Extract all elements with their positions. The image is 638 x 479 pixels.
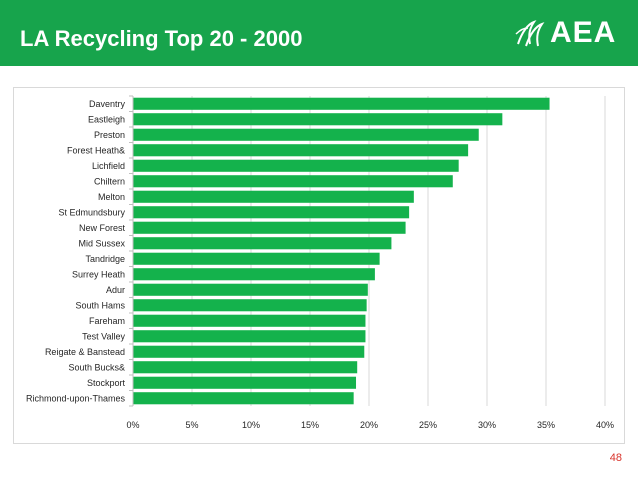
category-label: Mid Sussex bbox=[78, 238, 125, 248]
page-title: LA Recycling Top 20 - 2000 bbox=[20, 26, 303, 51]
bar bbox=[133, 175, 453, 188]
bar bbox=[133, 128, 479, 141]
category-label: Preston bbox=[94, 130, 125, 140]
category-label: Forest Heath& bbox=[67, 145, 125, 155]
bar bbox=[133, 206, 410, 219]
bar bbox=[133, 376, 357, 389]
x-tick-label: 30% bbox=[478, 420, 496, 430]
bar bbox=[133, 392, 354, 405]
x-tick-label: 20% bbox=[360, 420, 378, 430]
bar bbox=[133, 97, 550, 110]
category-label: Lichfield bbox=[92, 161, 125, 171]
category-label: Reigate & Banstead bbox=[45, 347, 125, 357]
bar bbox=[133, 283, 368, 296]
aea-logo: AEA bbox=[512, 12, 628, 56]
bar bbox=[133, 361, 358, 374]
category-label: Test Valley bbox=[82, 331, 125, 341]
category-label: Adur bbox=[106, 285, 125, 295]
bar bbox=[133, 159, 459, 172]
x-tick-label: 15% bbox=[301, 420, 319, 430]
x-tick-label: 0% bbox=[126, 420, 139, 430]
category-label: Melton bbox=[98, 192, 125, 202]
recycling-bar-chart: Daventry Eastleigh Preston Forest Heath&Lic… bbox=[26, 95, 614, 430]
bar bbox=[133, 268, 375, 281]
bar bbox=[133, 113, 503, 126]
category-label: Richmond-upon-Thames bbox=[26, 393, 126, 403]
category-label: Fareham bbox=[89, 316, 125, 326]
x-tick-label: 35% bbox=[537, 420, 555, 430]
logo-text: AEA bbox=[550, 16, 617, 49]
title-banner: LA Recycling Top 20 - 2000 AEA bbox=[0, 0, 638, 66]
category-label: New Forest bbox=[79, 223, 126, 233]
category-label: Eastleigh bbox=[88, 114, 125, 124]
category-label: Daventry bbox=[89, 99, 126, 109]
chart-area: Daventry Eastleigh Preston Forest Heath& Lic… bbox=[13, 87, 625, 444]
category-label: Stockport bbox=[87, 378, 126, 388]
category-label: Tandridge bbox=[85, 254, 125, 264]
aea-swirl-logo-icon bbox=[515, 20, 545, 47]
bar bbox=[133, 252, 380, 265]
page-number: 48 bbox=[609, 452, 622, 464]
bar bbox=[133, 221, 406, 234]
x-tick-label: 5% bbox=[185, 420, 198, 430]
x-tick-label: 40% bbox=[596, 420, 614, 430]
x-tick-label: 25% bbox=[419, 420, 437, 430]
bar bbox=[133, 144, 469, 157]
bar bbox=[133, 190, 414, 203]
category-label: Chiltern bbox=[94, 176, 125, 186]
category-label: South Bucks& bbox=[68, 362, 125, 372]
category-label: Surrey Heath bbox=[72, 269, 125, 279]
category-label: South Hams bbox=[75, 300, 125, 310]
bar bbox=[133, 345, 365, 358]
category-label: St Edmundsbury bbox=[58, 207, 125, 217]
bar bbox=[133, 237, 392, 250]
x-tick-label: 10% bbox=[242, 420, 260, 430]
bar bbox=[133, 330, 366, 343]
bar bbox=[133, 299, 367, 312]
bar bbox=[133, 314, 366, 327]
